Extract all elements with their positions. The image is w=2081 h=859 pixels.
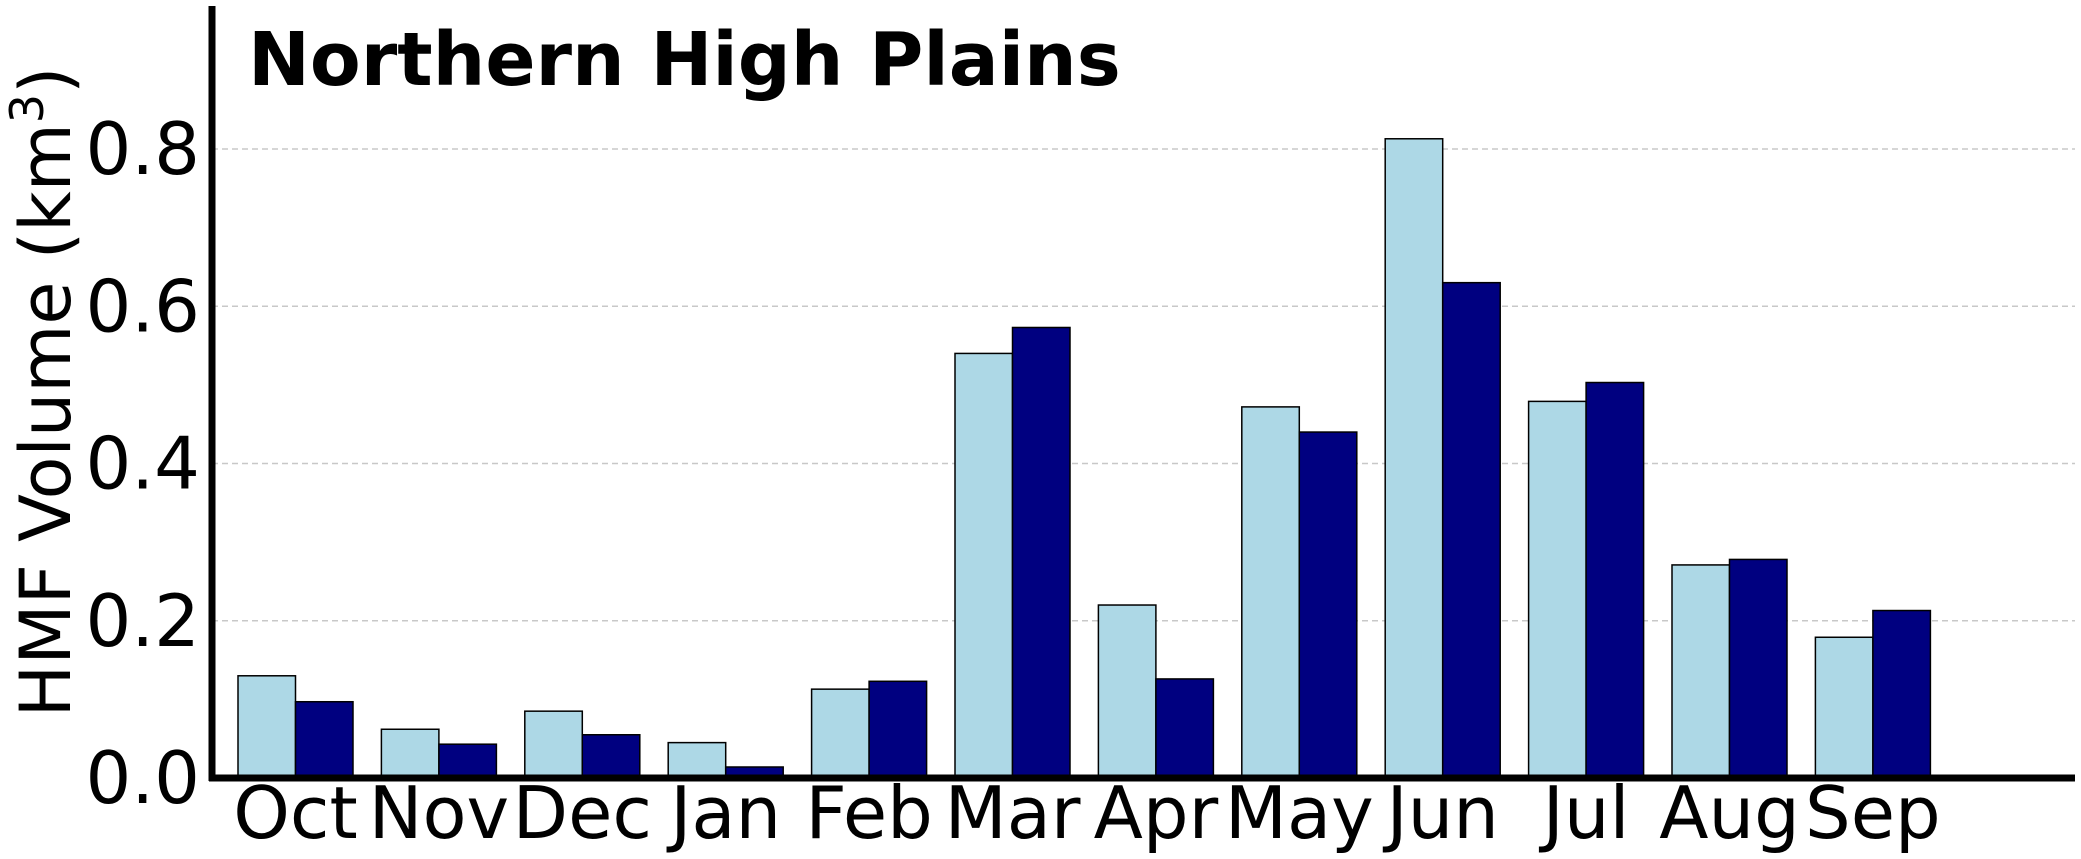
bar xyxy=(1097,604,1157,779)
bar xyxy=(1671,564,1731,779)
bar xyxy=(237,675,297,779)
bar xyxy=(294,700,354,779)
bar xyxy=(581,734,641,779)
x-tick-label: Nov xyxy=(369,771,510,855)
bar xyxy=(1384,138,1444,779)
bar xyxy=(380,728,440,779)
x-tick-label: Sep xyxy=(1805,771,1941,855)
bar xyxy=(1441,281,1501,779)
x-tick-label: Aug xyxy=(1659,771,1800,855)
grid-lines xyxy=(212,148,2075,622)
x-tick-label: Jun xyxy=(1382,771,1499,855)
x-tick-label: Apr xyxy=(1094,771,1219,855)
x-tick-label: Jul xyxy=(1539,771,1630,855)
x-tick-label: Oct xyxy=(233,771,358,855)
x-tick-label: May xyxy=(1225,771,1374,855)
bar xyxy=(1011,326,1071,779)
y-tick-label: 0.0 xyxy=(85,736,200,820)
bar xyxy=(1728,558,1788,779)
x-tick-label: Jan xyxy=(666,771,781,855)
bar xyxy=(1814,636,1874,779)
y-axis-label-superscript: 3 xyxy=(0,94,54,123)
y-axis-label-text: HMF Volume (km xyxy=(5,123,87,717)
bar xyxy=(868,680,928,779)
bar xyxy=(524,710,584,779)
y-tick-label: 0.4 xyxy=(85,422,200,506)
x-tick-label: Mar xyxy=(945,771,1081,855)
y-axis-label-close: ) xyxy=(5,67,87,94)
y-tick-label: 0.6 xyxy=(85,264,200,348)
x-tick-labels: Oct Nov Dec Jan Feb Mar Apr May Jun Jul Aug Sep xyxy=(233,771,1941,855)
bar xyxy=(1585,381,1645,779)
y-tick-label: 0.2 xyxy=(85,579,200,663)
y-tick-labels: 0.0 0.2 0.4 0.6 0.8 xyxy=(85,107,200,820)
bars xyxy=(237,138,1932,779)
x-tick-label: Dec xyxy=(513,771,652,855)
chart-title: Northern High Plains xyxy=(248,17,1121,103)
y-axis-label: HMF Volume (km3) xyxy=(0,67,87,718)
bar xyxy=(1155,678,1215,779)
bar xyxy=(1872,609,1932,779)
bar xyxy=(1298,431,1358,779)
bar xyxy=(954,352,1014,779)
bar xyxy=(810,688,870,779)
y-tick-label: 0.8 xyxy=(85,107,200,191)
bar xyxy=(1241,406,1301,779)
x-tick-label: Feb xyxy=(805,771,932,855)
bar xyxy=(1527,400,1587,779)
